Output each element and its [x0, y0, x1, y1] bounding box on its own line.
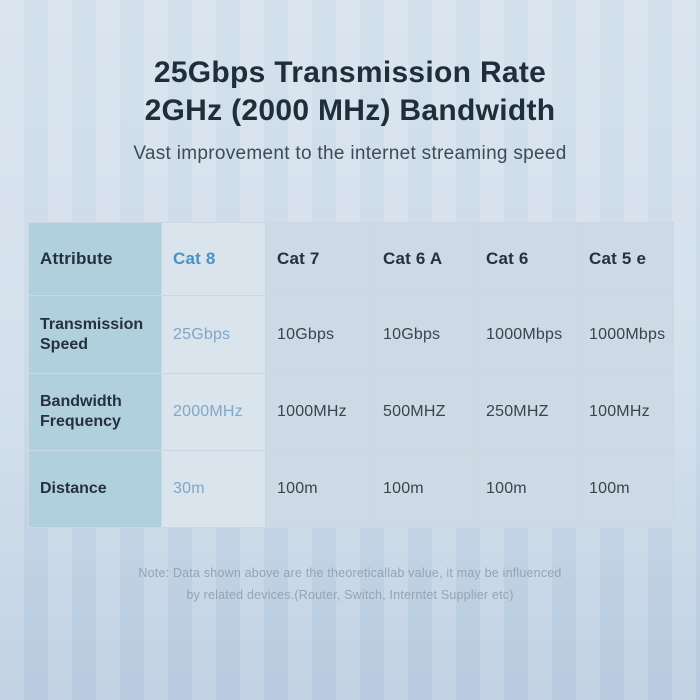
- table-header-row: Attribute Cat 8 Cat 7 Cat 6 A Cat 6 Cat …: [28, 222, 674, 296]
- subtitle: Vast improvement to the internet streami…: [133, 143, 567, 164]
- cell-distance-cat8: 30m: [161, 450, 266, 528]
- col-header-attribute: Attribute: [28, 222, 162, 296]
- cell-speed-cat7: 10Gbps: [265, 295, 372, 374]
- col-header-cat8: Cat 8: [161, 222, 266, 296]
- table-row-distance: Distance 30m 100m 100m 100m 100m: [28, 450, 674, 528]
- footnote-line-2: by related devices.(Router, Switch, Inte…: [186, 588, 514, 602]
- cell-distance-cat6: 100m: [474, 450, 578, 528]
- col-header-cat6a: Cat 6 A: [371, 222, 475, 296]
- cell-bandwidth-cat6: 250MHZ: [474, 373, 578, 451]
- row-label-bandwidth-frequency: Bandwidth Frequency: [28, 373, 162, 451]
- cell-speed-cat8: 25Gbps: [161, 295, 266, 374]
- cell-bandwidth-cat5e: 100MHz: [577, 373, 674, 451]
- row-label-distance: Distance: [28, 450, 162, 528]
- title-line-1: 25Gbps Transmission Rate: [153, 56, 547, 89]
- comparison-table: Attribute Cat 8 Cat 7 Cat 6 A Cat 6 Cat …: [28, 222, 674, 528]
- page-title: 25Gbps Transmission Rate 2GHz (2000 MHz)…: [0, 54, 700, 130]
- table-row-transmission-speed: Transmission Speed 25Gbps 10Gbps 10Gbps …: [28, 295, 674, 374]
- row-label-transmission-speed: Transmission Speed: [28, 295, 162, 374]
- cell-distance-cat7: 100m: [265, 450, 372, 528]
- cell-bandwidth-cat7: 1000MHz: [265, 373, 372, 451]
- table-row-bandwidth-frequency: Bandwidth Frequency 2000MHz 1000MHz 500M…: [28, 373, 674, 451]
- header-block: 25Gbps Transmission Rate 2GHz (2000 MHz)…: [0, 54, 700, 165]
- cell-distance-cat6a: 100m: [371, 450, 475, 528]
- col-header-cat6: Cat 6: [474, 222, 578, 296]
- footnote: Note: Data shown above are the theoretic…: [0, 562, 700, 606]
- cell-bandwidth-cat8: 2000MHz: [161, 373, 266, 451]
- col-header-cat7: Cat 7: [265, 222, 372, 296]
- footnote-line-1: Note: Data shown above are the theoretic…: [138, 566, 562, 580]
- cell-speed-cat5e: 1000Mbps: [577, 295, 674, 374]
- title-line-2: 2GHz (2000 MHz) Bandwidth: [144, 94, 556, 127]
- cell-speed-cat6a: 10Gbps: [371, 295, 475, 374]
- col-header-cat5e: Cat 5 e: [577, 222, 674, 296]
- cell-distance-cat5e: 100m: [577, 450, 674, 528]
- cell-bandwidth-cat6a: 500MHZ: [371, 373, 475, 451]
- cell-speed-cat6: 1000Mbps: [474, 295, 578, 374]
